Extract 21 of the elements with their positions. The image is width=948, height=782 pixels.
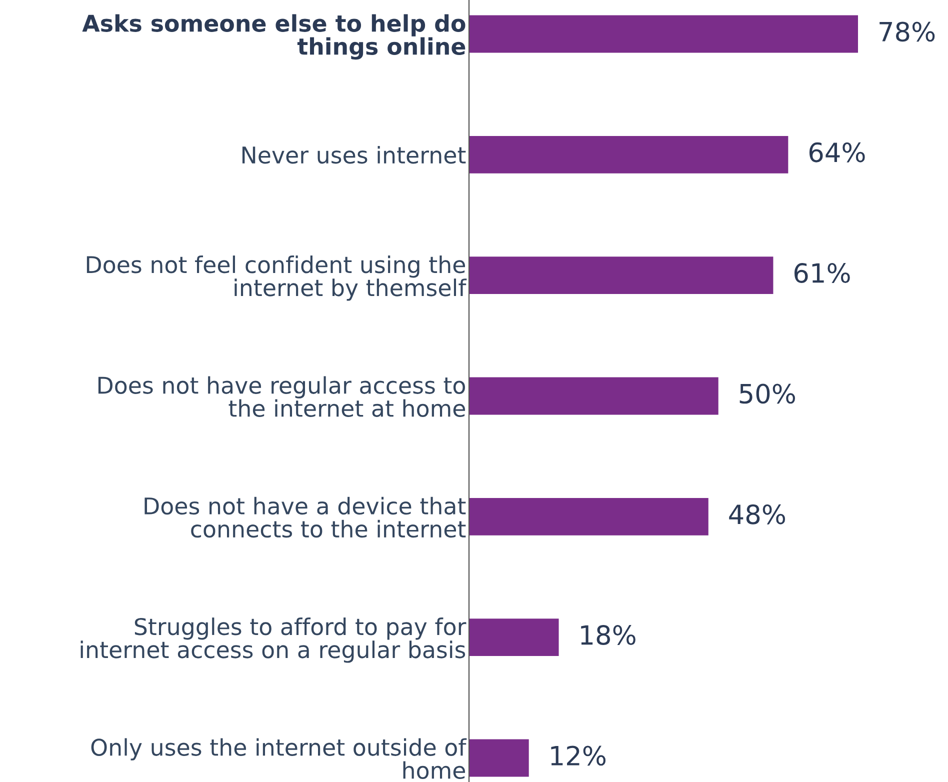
- y-tick-label: Does not have regular access to the internet at home: [98, 376, 466, 417]
- bar: [469, 136, 788, 174]
- bar: [469, 377, 718, 415]
- y-tick-label: Does not have a device that connects to the internet: [144, 496, 466, 538]
- bar: [469, 618, 559, 656]
- y-tick-label: Asks someone else to help do things online: [82, 14, 466, 60]
- y-tick-label: Never uses internet: [242, 146, 466, 164]
- data-label: 18%: [581, 625, 636, 645]
- data-label: 12%: [551, 746, 606, 766]
- data-label: 78%: [880, 22, 935, 42]
- y-tick-label: Struggles to afford to pay for internet access on a regular basis: [80, 618, 466, 663]
- data-label: 50%: [740, 384, 795, 404]
- bar: [469, 256, 774, 294]
- data-label: 48%: [729, 504, 786, 524]
- bar: [469, 15, 858, 53]
- y-tick-label: Only uses the internet outside of home: [91, 738, 467, 779]
- bar: [469, 498, 708, 536]
- data-label: 64%: [809, 142, 865, 162]
- data-label: 61%: [794, 263, 850, 283]
- bar: [469, 739, 529, 777]
- y-tick-label: Does not feel confident using the internet by themself: [86, 256, 467, 301]
